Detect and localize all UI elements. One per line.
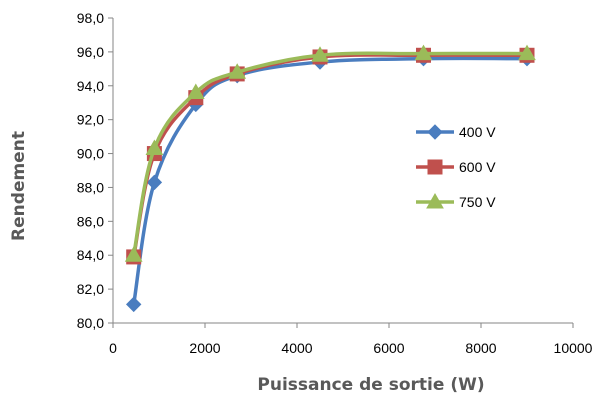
y-axis-title: Rendement [9, 131, 29, 241]
legend-label-400-v: 400 V [459, 124, 496, 140]
series-600-v [126, 47, 535, 265]
series-line-750-v [131, 51, 529, 257]
series-400-v [125, 50, 535, 313]
legend-label-750-v: 750 V [459, 194, 496, 210]
legend-label-600-v: 600 V [459, 159, 496, 175]
data-point-750-v [186, 83, 205, 100]
legend-marker-750-v [426, 192, 444, 209]
y-tick-label: 84,0 [77, 247, 104, 263]
legend-marker-400-v [427, 124, 443, 140]
y-tick-label: 98,0 [77, 10, 104, 26]
x-tick-label: 0 [109, 340, 117, 356]
x-tick-label: 4000 [281, 340, 312, 356]
legend-item-400-v: 400 V [416, 124, 496, 140]
legend: 400 V 600 V 750 V [416, 124, 496, 210]
x-tick-label: 8000 [465, 340, 496, 356]
data-point-750-v [311, 46, 329, 62]
y-tick-label: 90,0 [77, 146, 104, 162]
y-tick-label: 82,0 [77, 281, 104, 297]
data-point-400-v [146, 174, 163, 191]
x-tick-label: 10000 [554, 340, 593, 356]
data-point-750-v [518, 44, 536, 61]
legend-marker-600-v [427, 159, 443, 175]
y-tick-label: 80,0 [77, 315, 104, 331]
data-point-750-v [228, 63, 247, 79]
series-line-600-v [131, 53, 529, 259]
series-750-v [124, 44, 536, 262]
y-tick-label: 88,0 [77, 179, 104, 195]
data-point-750-v [145, 139, 164, 155]
data-point-400-v [125, 296, 142, 313]
legend-item-600-v: 600 V [416, 159, 496, 175]
x-tick-label: 6000 [373, 340, 404, 356]
y-tick-label: 92,0 [77, 112, 104, 128]
y-tick-label: 96,0 [77, 44, 104, 60]
y-tick-label: 86,0 [77, 213, 104, 229]
data-point-750-v [124, 246, 143, 262]
x-tick-label: 2000 [189, 340, 220, 356]
plot-area [124, 44, 536, 313]
legend-item-750-v: 750 V [416, 192, 496, 210]
axes: 80,0 82,0 84,0 86,0 88,0 90,0 92,0 94,0 96,0 98,0… [77, 10, 593, 356]
x-axis-title: Puissance de sortie (W) [257, 375, 484, 395]
data-point-750-v [414, 44, 433, 61]
y-tick-label: 94,0 [77, 78, 104, 94]
